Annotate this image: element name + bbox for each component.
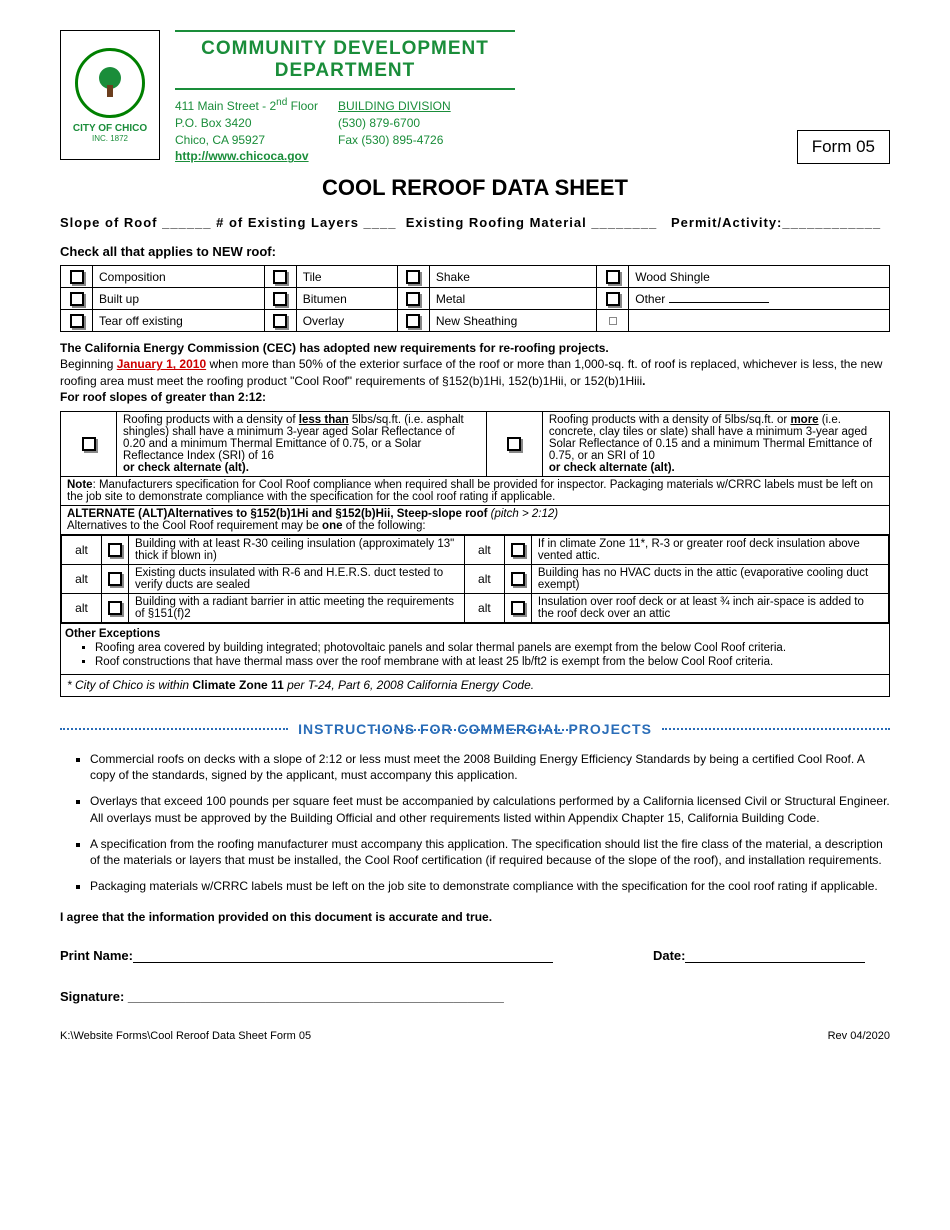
checkbox[interactable]	[70, 292, 84, 306]
signature-row: Signature: _____________________________…	[60, 989, 890, 1004]
density-more-cell: Roofing products with a density of 5lbs/…	[542, 411, 889, 476]
alt-heading: ALTERNATE (ALT)Alternatives to §152(b)1H…	[61, 505, 890, 534]
checkbox[interactable]	[108, 543, 122, 557]
checkbox[interactable]	[82, 437, 96, 451]
checkbox[interactable]	[108, 572, 122, 586]
footer-rev: Rev 04/2020	[828, 1030, 890, 1042]
roof-option-label: Overlay	[296, 310, 397, 332]
alt-label: alt	[464, 535, 504, 564]
footer: K:\Website Forms\Cool Reroof Data Sheet …	[60, 1030, 890, 1042]
print-name-row: Print Name: Date:	[60, 948, 890, 963]
alt-label: alt	[62, 564, 102, 593]
logo-inc-text: INC. 1872	[92, 134, 128, 143]
alt-option-right: Insulation over roof deck or at least ¾ …	[531, 593, 888, 622]
commercial-instructions-list: Commercial roofs on decks with a slope o…	[60, 751, 890, 894]
requirements-table: Roofing products with a density of less …	[60, 411, 890, 697]
climate-zone-note: * City of Chico is within Climate Zone 1…	[61, 674, 890, 696]
checkbox[interactable]	[511, 601, 525, 615]
roof-option-label: Other	[629, 288, 890, 310]
roof-options-table: Composition Tile Shake Wood Shingle Built up…	[60, 265, 890, 332]
checkbox[interactable]	[606, 292, 620, 306]
commercial-instruction-item: Packaging materials w/CRRC labels must b…	[90, 878, 890, 894]
roof-option-label: Tear off existing	[93, 310, 265, 332]
alt-option-right: Building has no HVAC ducts in the attic …	[531, 564, 888, 593]
note-row: Note: Manufacturers specification for Co…	[61, 476, 890, 505]
check-all-label: Check all that applies to NEW roof:	[60, 244, 890, 259]
checkbox[interactable]	[511, 572, 525, 586]
alt-label: alt	[464, 593, 504, 622]
roof-option-label: Bitumen	[296, 288, 397, 310]
checkbox[interactable]	[108, 601, 122, 615]
roof-option-label	[629, 310, 890, 332]
checkbox[interactable]	[507, 437, 521, 451]
roof-option-label: Metal	[429, 288, 596, 310]
department-title: COMMUNITY DEVELOPMENT DEPARTMENT	[175, 30, 515, 90]
date-field[interactable]	[685, 948, 865, 963]
website-link[interactable]: http://www.chicoca.gov	[175, 149, 309, 163]
checkbox[interactable]	[609, 317, 617, 325]
header-info: COMMUNITY DEVELOPMENT DEPARTMENT 411 Mai…	[175, 30, 515, 165]
roof-option-label: Wood Shingle	[629, 266, 890, 288]
footer-path: K:\Website Forms\Cool Reroof Data Sheet …	[60, 1030, 311, 1042]
alt-option-left: Existing ducts insulated with R-6 and H.…	[129, 564, 465, 593]
page-title: COOL REROOF DATA SHEET	[60, 175, 890, 201]
roof-option-label: Tile	[296, 266, 397, 288]
alt-label: alt	[62, 535, 102, 564]
city-logo: CITY OF CHICO INC. 1872	[60, 30, 160, 160]
density-less-cell: Roofing products with a density of less …	[117, 411, 487, 476]
print-name-field[interactable]	[133, 948, 553, 963]
commercial-instruction-item: A specification from the roofing manufac…	[90, 836, 890, 868]
checkbox[interactable]	[406, 292, 420, 306]
tree-icon	[90, 63, 130, 103]
checkbox[interactable]	[406, 314, 420, 328]
other-exceptions: Other Exceptions Roofing area covered by…	[61, 623, 890, 674]
checkbox[interactable]	[606, 270, 620, 284]
roof-option-label: Built up	[93, 288, 265, 310]
alt-label: alt	[464, 564, 504, 593]
form-number-badge: Form 05	[797, 130, 890, 164]
alt-option-right: If in climate Zone 11*, R-3 or greater r…	[531, 535, 888, 564]
checkbox[interactable]	[70, 270, 84, 284]
field-line: Slope of Roof ______ # of Existing Layer…	[60, 215, 890, 230]
address-block: 411 Main Street - 2nd Floor BUILDING DIV…	[175, 96, 515, 165]
header: CITY OF CHICO INC. 1872 COMMUNITY DEVELO…	[60, 30, 890, 165]
roof-option-label: New Sheathing	[429, 310, 596, 332]
commercial-instruction-item: Commercial roofs on decks with a slope o…	[90, 751, 890, 783]
logo-city-text: CITY OF CHICO	[73, 123, 147, 134]
roof-option-label: Composition	[93, 266, 265, 288]
agreement-text: I agree that the information provided on…	[60, 910, 890, 924]
checkbox[interactable]	[406, 270, 420, 284]
alt-label: alt	[62, 593, 102, 622]
checkbox[interactable]	[273, 270, 287, 284]
cec-text: The California Energy Commission (CEC) h…	[60, 340, 890, 405]
instructions-header: INSTRUCTIONS FOR COMMERCIAL PROJECTS	[60, 721, 890, 737]
checkbox[interactable]	[70, 314, 84, 328]
checkbox[interactable]	[273, 314, 287, 328]
alt-option-left: Building with at least R-30 ceiling insu…	[129, 535, 465, 564]
commercial-instruction-item: Overlays that exceed 100 pounds per squa…	[90, 793, 890, 825]
checkbox[interactable]	[273, 292, 287, 306]
alt-option-left: Building with a radiant barrier in attic…	[129, 593, 465, 622]
roof-option-label: Shake	[429, 266, 596, 288]
checkbox[interactable]	[511, 543, 525, 557]
